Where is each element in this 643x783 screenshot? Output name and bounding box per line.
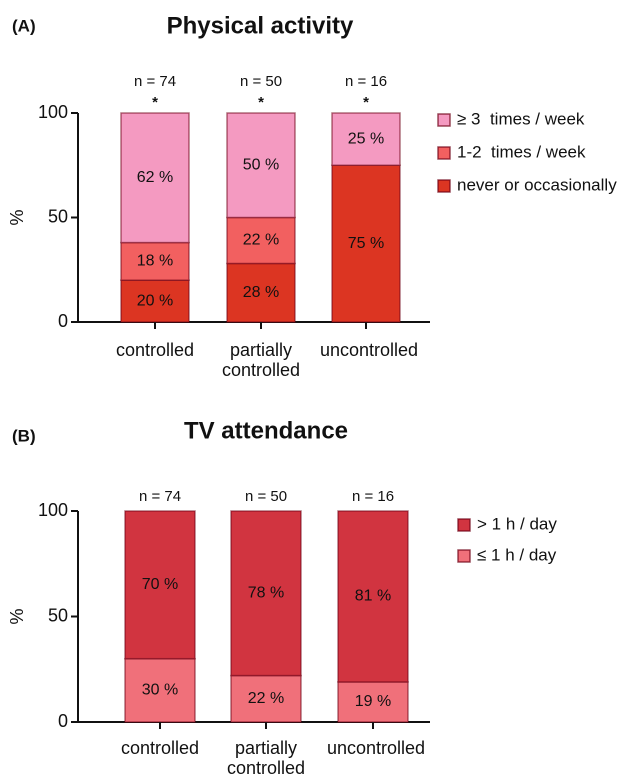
bar-segment <box>124 510 196 660</box>
y-axis-label: % <box>7 608 27 624</box>
value-label: 22 % <box>248 690 284 707</box>
x-tick-label: controlled <box>120 738 200 758</box>
x-tick-label: uncontrolled <box>327 738 426 758</box>
value-label: 81 % <box>355 588 391 605</box>
bar-segment <box>120 279 190 323</box>
x-tick-label-box: controlled <box>120 738 200 758</box>
chart-title: TV attendance <box>184 417 348 444</box>
legend-swatch <box>437 146 451 160</box>
significance-mark: * <box>363 94 369 111</box>
x-tick-label-box: partially controlled <box>221 340 301 380</box>
x-tick-label-box: uncontrolled <box>320 340 419 360</box>
n-label: n = 50 <box>245 488 287 505</box>
y-tick-label: 100 <box>38 102 68 122</box>
x-tick-label: uncontrolled <box>320 340 419 360</box>
value-label: 28 % <box>243 284 279 301</box>
legend-label: ≤ 1 h / day <box>477 545 557 564</box>
value-label: 18 % <box>137 253 173 270</box>
value-label: 50 % <box>243 156 279 173</box>
chart-title: Physical activity <box>167 12 354 39</box>
legend-swatch <box>457 518 471 532</box>
n-label: n = 16 <box>345 73 387 90</box>
y-tick-label: 50 <box>48 206 68 226</box>
n-label: n = 74 <box>139 488 181 505</box>
value-label: 25 % <box>348 130 384 147</box>
panel-label: (A) <box>12 16 36 35</box>
y-tick-label: 100 <box>38 500 68 520</box>
bar-segment <box>337 510 409 683</box>
significance-mark: * <box>152 94 158 111</box>
value-label: 70 % <box>142 576 178 593</box>
x-tick-label-box: partially controlled <box>226 738 306 778</box>
legend-swatch <box>437 113 451 127</box>
significance-mark: * <box>258 94 264 111</box>
panel-label: (B) <box>12 426 36 445</box>
bar-segment <box>226 112 296 219</box>
y-tick-label: 0 <box>58 311 68 331</box>
legend-label: > 1 h / day <box>477 514 557 533</box>
y-axis-label: % <box>7 209 27 225</box>
n-label: n = 16 <box>352 488 394 505</box>
bar-segment <box>120 112 190 244</box>
legend-label: ≥ 3 times / week <box>457 109 585 128</box>
value-label: 19 % <box>355 693 391 710</box>
n-label: n = 50 <box>240 73 282 90</box>
value-label: 62 % <box>137 169 173 186</box>
legend-label: never or occasionally <box>457 175 617 194</box>
value-label: 30 % <box>142 682 178 699</box>
bar-segment <box>120 241 190 281</box>
x-tick-label-box: uncontrolled <box>327 738 426 758</box>
x-tick-label-box: controlled <box>115 340 195 360</box>
x-tick-label: partially controlled <box>221 340 301 380</box>
legend-label: 1-2 times / week <box>457 142 586 161</box>
x-tick-label: controlled <box>115 340 195 360</box>
y-tick-label: 0 <box>58 711 68 731</box>
bar-segment <box>331 112 401 166</box>
bar-segment <box>331 164 401 323</box>
x-tick-label: partially controlled <box>226 738 306 778</box>
bar-segment <box>124 657 196 723</box>
value-label: 75 % <box>348 235 384 252</box>
value-label: 22 % <box>243 232 279 249</box>
bar-segment <box>226 216 296 265</box>
value-label: 78 % <box>248 585 284 602</box>
legend-swatch <box>437 179 451 193</box>
value-label: 20 % <box>137 292 173 309</box>
legend-swatch <box>457 549 471 563</box>
y-tick-label: 50 <box>48 605 68 625</box>
n-label: n = 74 <box>134 73 176 90</box>
bar-segment <box>230 510 302 677</box>
